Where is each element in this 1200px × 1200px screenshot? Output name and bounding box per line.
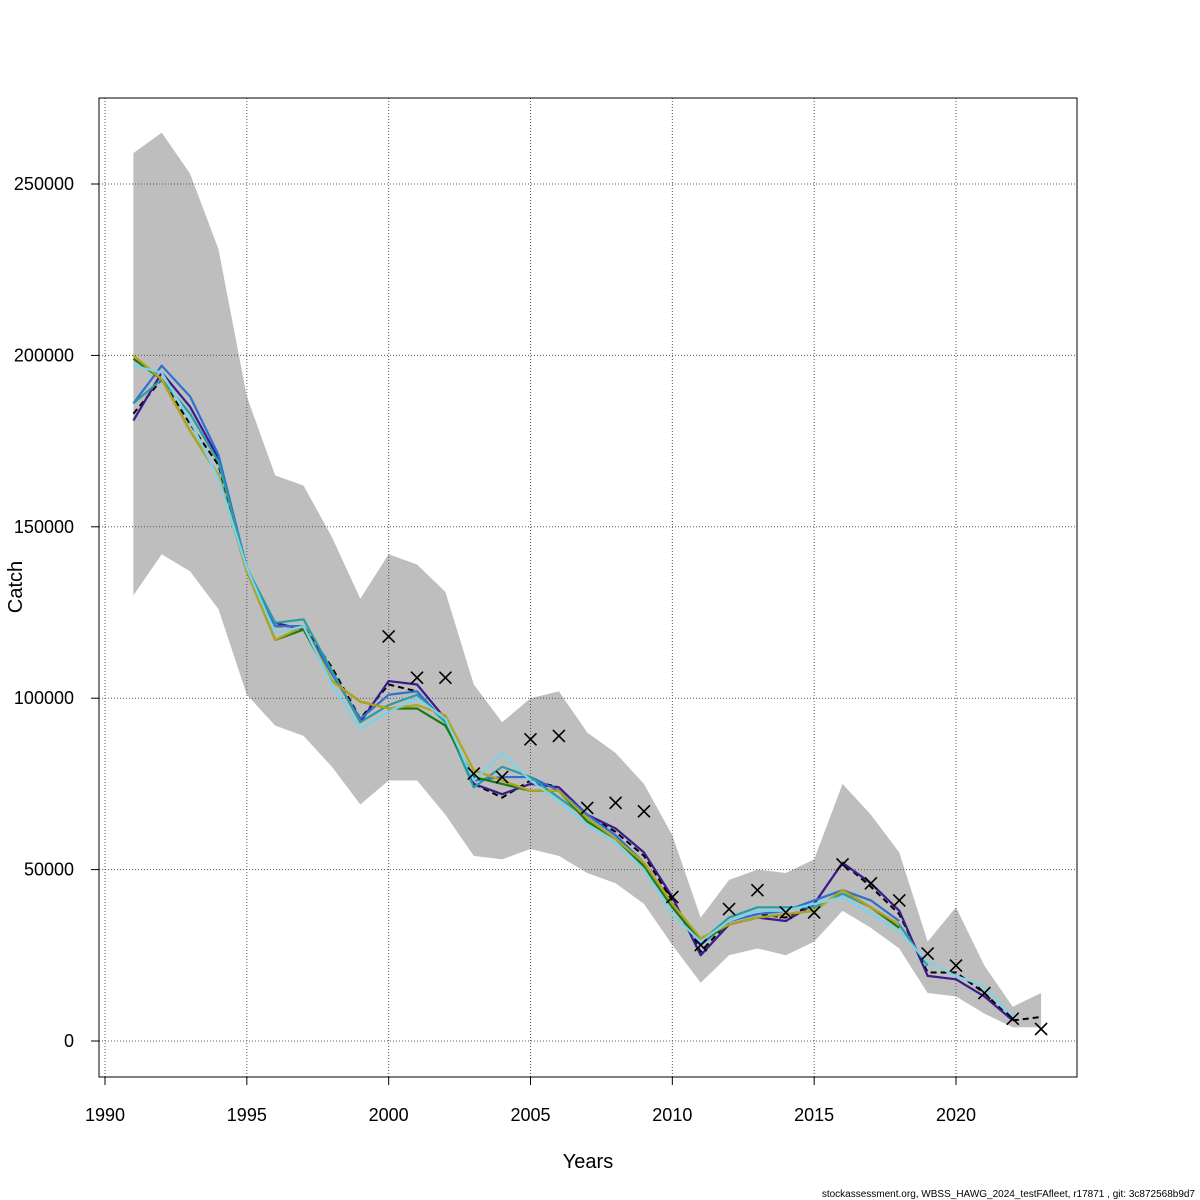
axis-layer: 1990 1995 2000 2005 2010 2015 2020 0 50000 100000…	[14, 174, 976, 1125]
confidence-band-layer	[133, 132, 1042, 1028]
observed-point	[864, 876, 878, 890]
x-tick-label: 1995	[227, 1105, 267, 1125]
x-axis-title: Years	[563, 1151, 613, 1173]
observed-point	[609, 796, 623, 810]
series-line-6	[132, 354, 900, 940]
y-tick-label: 50000	[24, 860, 74, 880]
series-line-7	[133, 364, 1014, 1018]
grid-layer	[99, 98, 1077, 1077]
observed-point	[835, 857, 850, 872]
observed-point	[949, 959, 963, 973]
y-tick-label: 150000	[14, 517, 74, 537]
observed-point	[665, 890, 679, 904]
series-line-2	[132, 371, 1014, 1022]
x-tick-label: 2015	[794, 1105, 834, 1125]
observed-point	[382, 629, 396, 644]
x-tick-label: 2005	[510, 1105, 550, 1125]
observed-point	[438, 671, 452, 685]
x-tick-label: 1990	[85, 1105, 125, 1125]
observed-point	[1034, 1022, 1048, 1036]
observed-point	[552, 729, 566, 743]
observed-markers-layer	[382, 629, 1048, 1036]
series-line-4	[132, 378, 929, 967]
observed-point	[779, 905, 793, 920]
y-tick-label: 0	[64, 1031, 74, 1051]
y-tick-label: 200000	[14, 345, 74, 365]
observed-point	[637, 804, 651, 818]
observed-point	[467, 767, 481, 781]
observed-point	[523, 732, 538, 746]
observed-point	[580, 801, 594, 815]
observed-point	[921, 947, 935, 961]
observed-point	[807, 905, 821, 920]
footer-caption: stockassessment.org, WBSS_HAWG_2024_test…	[822, 1189, 1196, 1200]
observed-point	[750, 883, 764, 897]
y-tick-label: 250000	[14, 174, 74, 194]
y-axis-title: Catch	[5, 561, 27, 613]
observed-point	[1006, 1012, 1020, 1026]
x-tick-label: 2020	[936, 1105, 976, 1125]
observed-point	[495, 770, 509, 784]
observed-point	[892, 893, 906, 908]
observed-point	[410, 671, 424, 685]
y-tick-label: 100000	[14, 688, 74, 708]
x-tick-label: 2000	[369, 1105, 409, 1125]
confidence-band	[133, 132, 1042, 1028]
observed-point	[977, 986, 991, 1000]
observed-point	[694, 938, 708, 952]
series-layer	[132, 354, 1042, 1022]
observed-point	[722, 902, 736, 916]
x-tick-label: 2010	[652, 1105, 692, 1125]
